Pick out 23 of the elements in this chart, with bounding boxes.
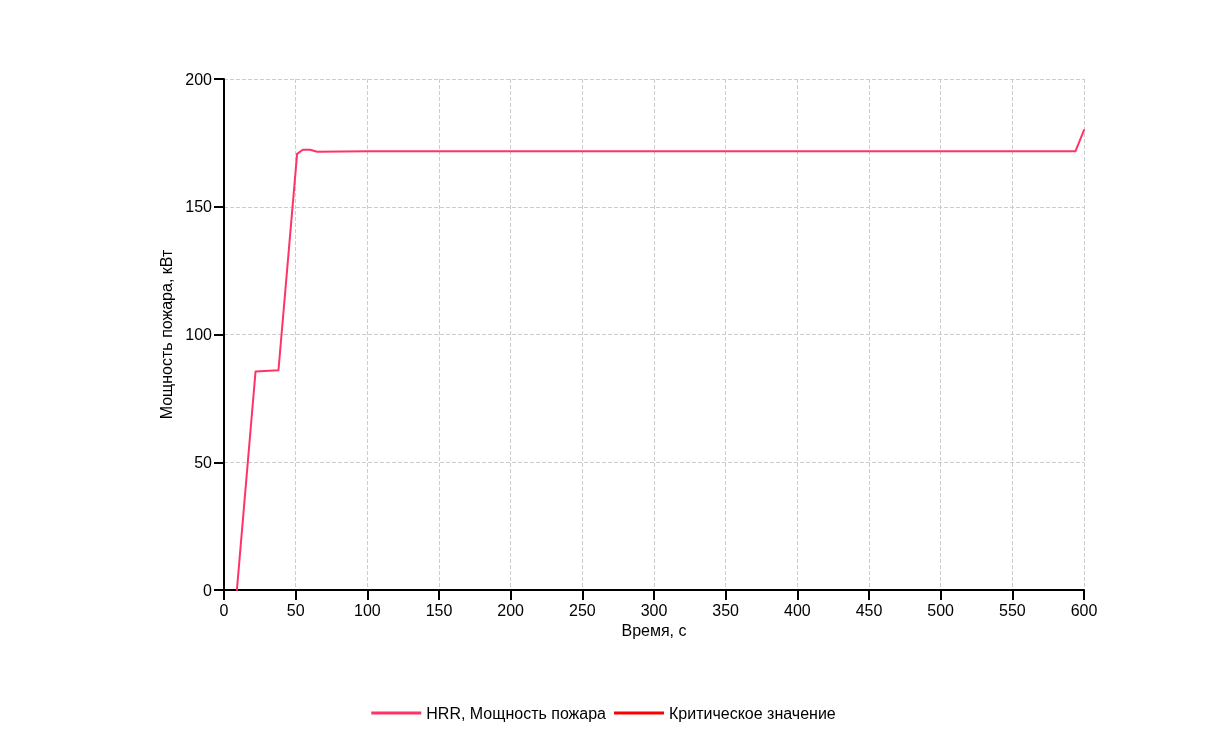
x-tick-label: 100: [353, 601, 381, 619]
y-tick-label: 150: [185, 198, 213, 216]
x-tick-label: 50: [286, 601, 305, 619]
x-axis-title: Время, с: [621, 622, 687, 640]
x-tick-label: 500: [927, 601, 955, 619]
y-axis-title: Мощность пожара, кВт: [157, 249, 175, 420]
x-tick-label: 450: [855, 601, 883, 619]
x-tick-label: 150: [425, 601, 453, 619]
line-series: [235, 129, 1085, 591]
x-tick-label: 200: [497, 601, 525, 619]
x-tick-label: 600: [1070, 601, 1098, 619]
x-tick-label: 550: [998, 601, 1026, 619]
x-tick-label: 0: [219, 601, 229, 619]
x-tick-label: 350: [712, 601, 740, 619]
y-tick-label: 50: [194, 453, 213, 471]
x-tick-label: 300: [640, 601, 668, 619]
y-tick-label: 0: [203, 581, 213, 599]
x-tick-label: 400: [783, 601, 811, 619]
legend-label: Критическое значение: [669, 704, 836, 722]
x-tick-label: 250: [568, 601, 596, 619]
y-tick-label: 200: [185, 70, 213, 88]
y-tick-label: 100: [185, 326, 213, 343]
legend-label: HRR, Мощность пожара: [426, 704, 607, 722]
